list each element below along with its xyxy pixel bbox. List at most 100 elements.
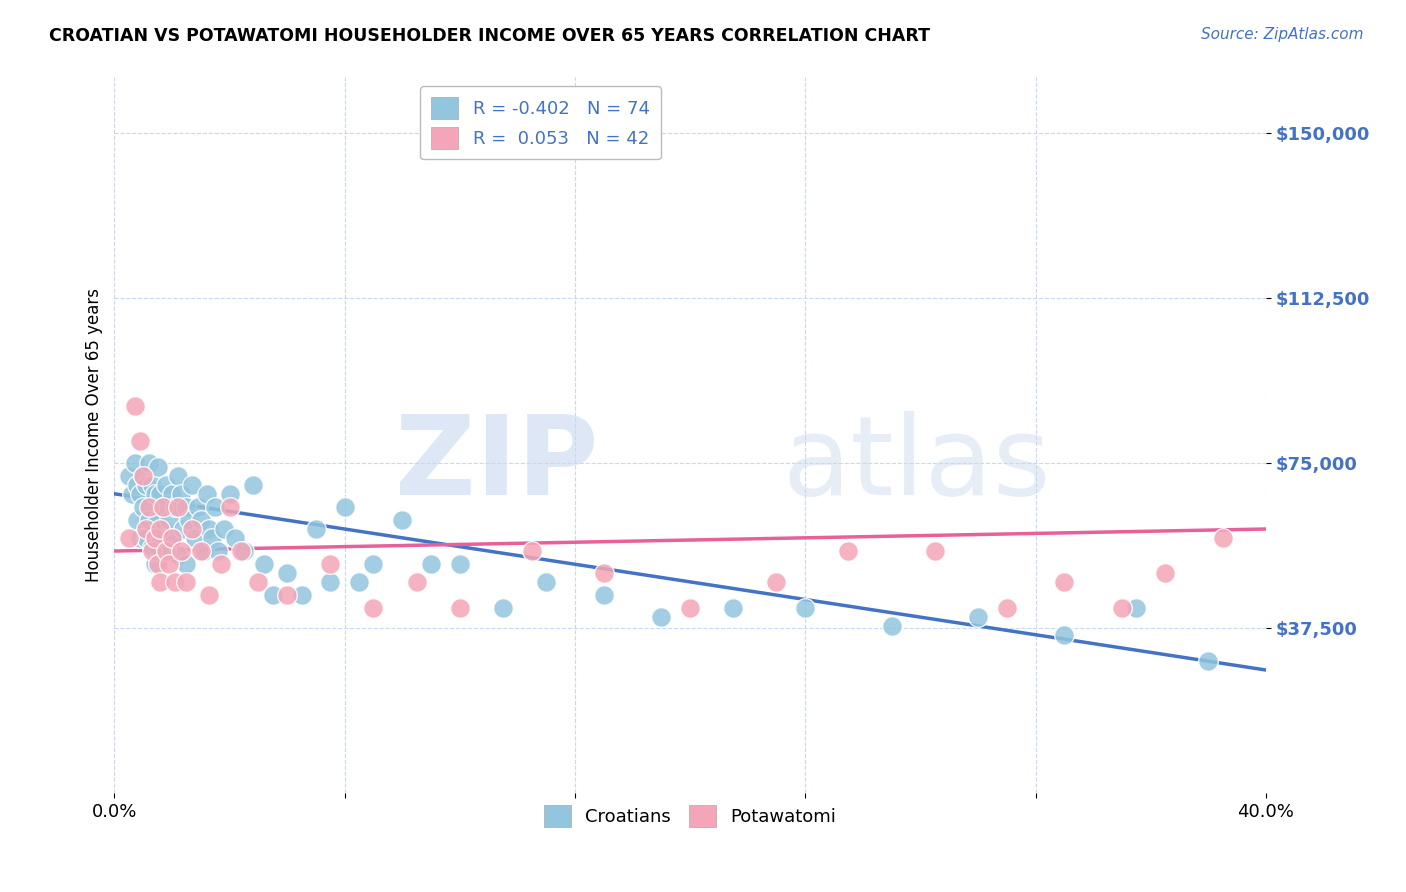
Point	[198, 522, 221, 536]
Point	[138, 513, 160, 527]
Point	[1154, 566, 1177, 580]
Point	[1053, 574, 1076, 589]
Point	[592, 588, 614, 602]
Point	[143, 487, 166, 501]
Point	[135, 478, 157, 492]
Point	[132, 469, 155, 483]
Point	[141, 478, 163, 492]
Point	[146, 513, 169, 527]
Point	[363, 601, 385, 615]
Point	[242, 478, 264, 492]
Point	[129, 487, 152, 501]
Point	[141, 540, 163, 554]
Point	[333, 500, 356, 514]
Point	[319, 558, 342, 572]
Point	[149, 522, 172, 536]
Point	[157, 513, 180, 527]
Point	[160, 487, 183, 501]
Point	[212, 522, 235, 536]
Point	[181, 478, 204, 492]
Point	[995, 601, 1018, 615]
Point	[129, 434, 152, 448]
Point	[405, 574, 427, 589]
Point	[198, 588, 221, 602]
Text: atlas: atlas	[782, 410, 1050, 517]
Point	[143, 531, 166, 545]
Point	[173, 522, 195, 536]
Point	[347, 574, 370, 589]
Point	[143, 558, 166, 572]
Point	[195, 487, 218, 501]
Point	[138, 500, 160, 514]
Point	[1197, 654, 1219, 668]
Point	[157, 558, 180, 572]
Point	[160, 531, 183, 545]
Point	[207, 544, 229, 558]
Point	[118, 469, 141, 483]
Y-axis label: Householder Income Over 65 years: Householder Income Over 65 years	[86, 288, 103, 582]
Point	[169, 487, 191, 501]
Point	[169, 544, 191, 558]
Point	[155, 478, 177, 492]
Point	[1125, 601, 1147, 615]
Point	[135, 522, 157, 536]
Point	[176, 500, 198, 514]
Point	[290, 588, 312, 602]
Point	[152, 500, 174, 514]
Point	[837, 544, 859, 558]
Point	[149, 531, 172, 545]
Point	[276, 566, 298, 580]
Text: ZIP: ZIP	[395, 410, 598, 517]
Point	[880, 619, 903, 633]
Point	[193, 544, 215, 558]
Point	[247, 574, 270, 589]
Point	[181, 522, 204, 536]
Point	[967, 610, 990, 624]
Point	[132, 469, 155, 483]
Point	[592, 566, 614, 580]
Point	[190, 513, 212, 527]
Point	[723, 601, 745, 615]
Point	[176, 574, 198, 589]
Point	[492, 601, 515, 615]
Point	[166, 549, 188, 563]
Point	[176, 558, 198, 572]
Point	[276, 588, 298, 602]
Point	[679, 601, 702, 615]
Point	[262, 588, 284, 602]
Point	[534, 574, 557, 589]
Point	[124, 399, 146, 413]
Point	[124, 456, 146, 470]
Point	[420, 558, 443, 572]
Point	[218, 487, 240, 501]
Point	[146, 460, 169, 475]
Point	[155, 544, 177, 558]
Point	[149, 487, 172, 501]
Point	[794, 601, 817, 615]
Point	[152, 522, 174, 536]
Point	[1212, 531, 1234, 545]
Point	[201, 531, 224, 545]
Point	[224, 531, 246, 545]
Point	[166, 469, 188, 483]
Point	[218, 500, 240, 514]
Point	[520, 544, 543, 558]
Point	[305, 522, 328, 536]
Point	[132, 500, 155, 514]
Legend: Croatians, Potawatomi: Croatians, Potawatomi	[537, 798, 844, 834]
Point	[449, 558, 471, 572]
Point	[233, 544, 256, 558]
Point	[163, 500, 186, 514]
Point	[138, 456, 160, 470]
Point	[166, 500, 188, 514]
Point	[319, 574, 342, 589]
Point	[449, 601, 471, 615]
Point	[204, 500, 226, 514]
Point	[179, 513, 201, 527]
Point	[209, 558, 232, 572]
Point	[190, 544, 212, 558]
Point	[924, 544, 946, 558]
Point	[391, 513, 413, 527]
Point	[121, 487, 143, 501]
Point	[160, 531, 183, 545]
